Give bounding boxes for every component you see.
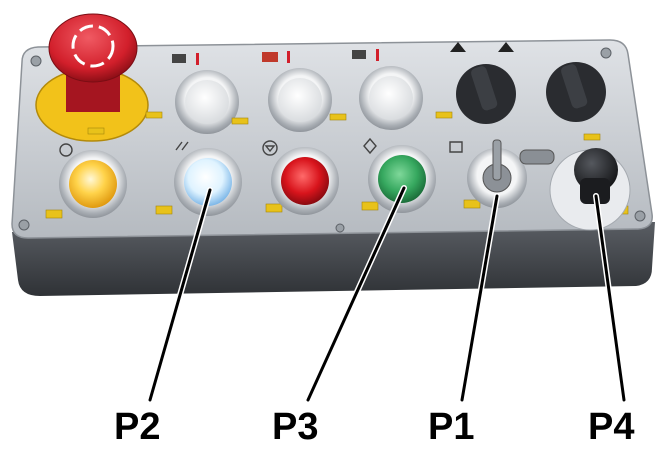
enclosure-base	[12, 222, 655, 296]
top-row-symbol-icons	[172, 49, 379, 65]
callout-label-p3: P3	[272, 406, 319, 448]
top-row-white-lamps	[175, 66, 423, 134]
panel-screws	[18, 47, 646, 233]
rotary-selector-switches	[450, 42, 606, 124]
potentiometer-knob	[549, 148, 631, 231]
callout-label-p1: P1	[428, 406, 475, 448]
bottom-row-lamps	[59, 145, 436, 218]
callout-label-p2: P2	[114, 406, 161, 448]
callout-label-p4: P4	[588, 406, 635, 448]
key-switch	[467, 139, 555, 208]
bottom-row-symbol-icons	[59, 137, 463, 157]
callout-lines-inner	[148, 186, 626, 402]
yellow-label-tabs	[45, 111, 629, 219]
emergency-stop-button	[35, 13, 149, 142]
